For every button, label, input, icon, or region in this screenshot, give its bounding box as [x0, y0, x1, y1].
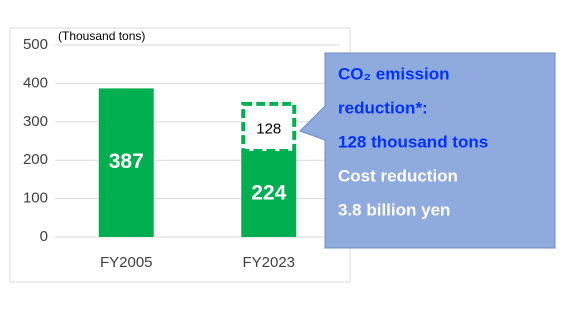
bar — [241, 150, 297, 237]
y-tick-label: 200 — [23, 151, 48, 168]
y-tick-label: 0 — [40, 228, 48, 245]
y-tick-label: 400 — [23, 74, 48, 91]
value-label: 224 — [251, 182, 286, 205]
callout-text: Cost reduction — [338, 166, 458, 185]
chart-frame — [9, 27, 351, 283]
value-label: 387 — [109, 150, 144, 173]
callout-box — [299, 52, 556, 249]
callout-text: 128 thousand tons — [338, 132, 488, 151]
callout-text: CO₂ emission — [338, 64, 449, 83]
y-tick-label: 300 — [23, 113, 48, 130]
callout-text: 3.8 billion yen — [338, 200, 450, 219]
bar — [241, 101, 297, 153]
value-label: 128 — [256, 120, 281, 137]
x-tick-label: FY2005 — [100, 254, 153, 271]
callout-text: reduction*: — [338, 98, 428, 117]
bar — [98, 88, 154, 237]
y-axis-label: (Thousand tons) — [58, 29, 145, 43]
y-tick-label: 500 — [23, 36, 48, 53]
x-tick-label: FY2023 — [242, 254, 295, 271]
y-tick-label: 100 — [23, 190, 48, 207]
